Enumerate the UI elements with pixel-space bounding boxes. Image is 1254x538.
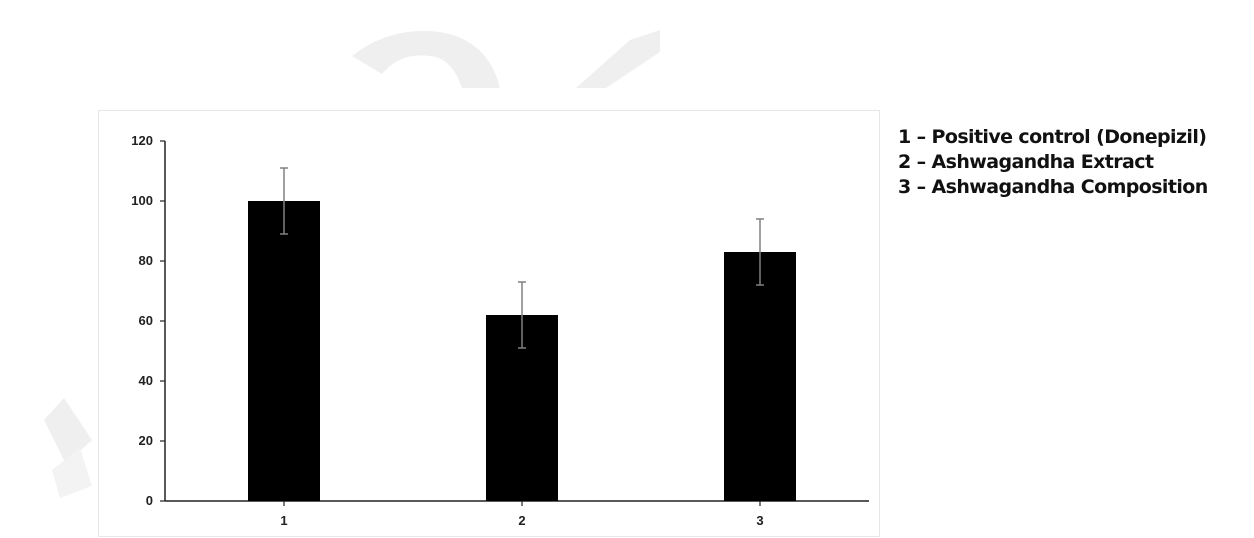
y-tick-label: 60 <box>139 313 153 328</box>
legend-item-2: 2 – Ashwagandha Extract <box>898 151 1154 173</box>
y-tick-label: 0 <box>146 493 153 508</box>
legend-item-1: 1 – Positive control (Donepizil) <box>898 126 1207 148</box>
x-tick-label: 2 <box>518 513 525 528</box>
x-tick-label: 3 <box>756 513 763 528</box>
watermark-stroke <box>352 31 500 88</box>
legend-item-3: 3 – Ashwagandha Composition <box>898 176 1208 198</box>
bar <box>248 201 320 501</box>
watermark-stroke <box>52 448 92 498</box>
watermark-stroke <box>44 398 92 464</box>
bar <box>724 252 796 501</box>
y-tick-label: 100 <box>131 193 153 208</box>
y-tick-label: 40 <box>139 373 153 388</box>
watermark-stroke <box>576 30 660 88</box>
x-tick-label: 1 <box>280 513 287 528</box>
legend: 1 – Positive control (Donepizil) 2 – Ash… <box>898 125 1250 200</box>
y-tick-label: 80 <box>139 253 153 268</box>
y-tick-label: 120 <box>131 133 153 148</box>
y-tick-label: 20 <box>139 433 153 448</box>
